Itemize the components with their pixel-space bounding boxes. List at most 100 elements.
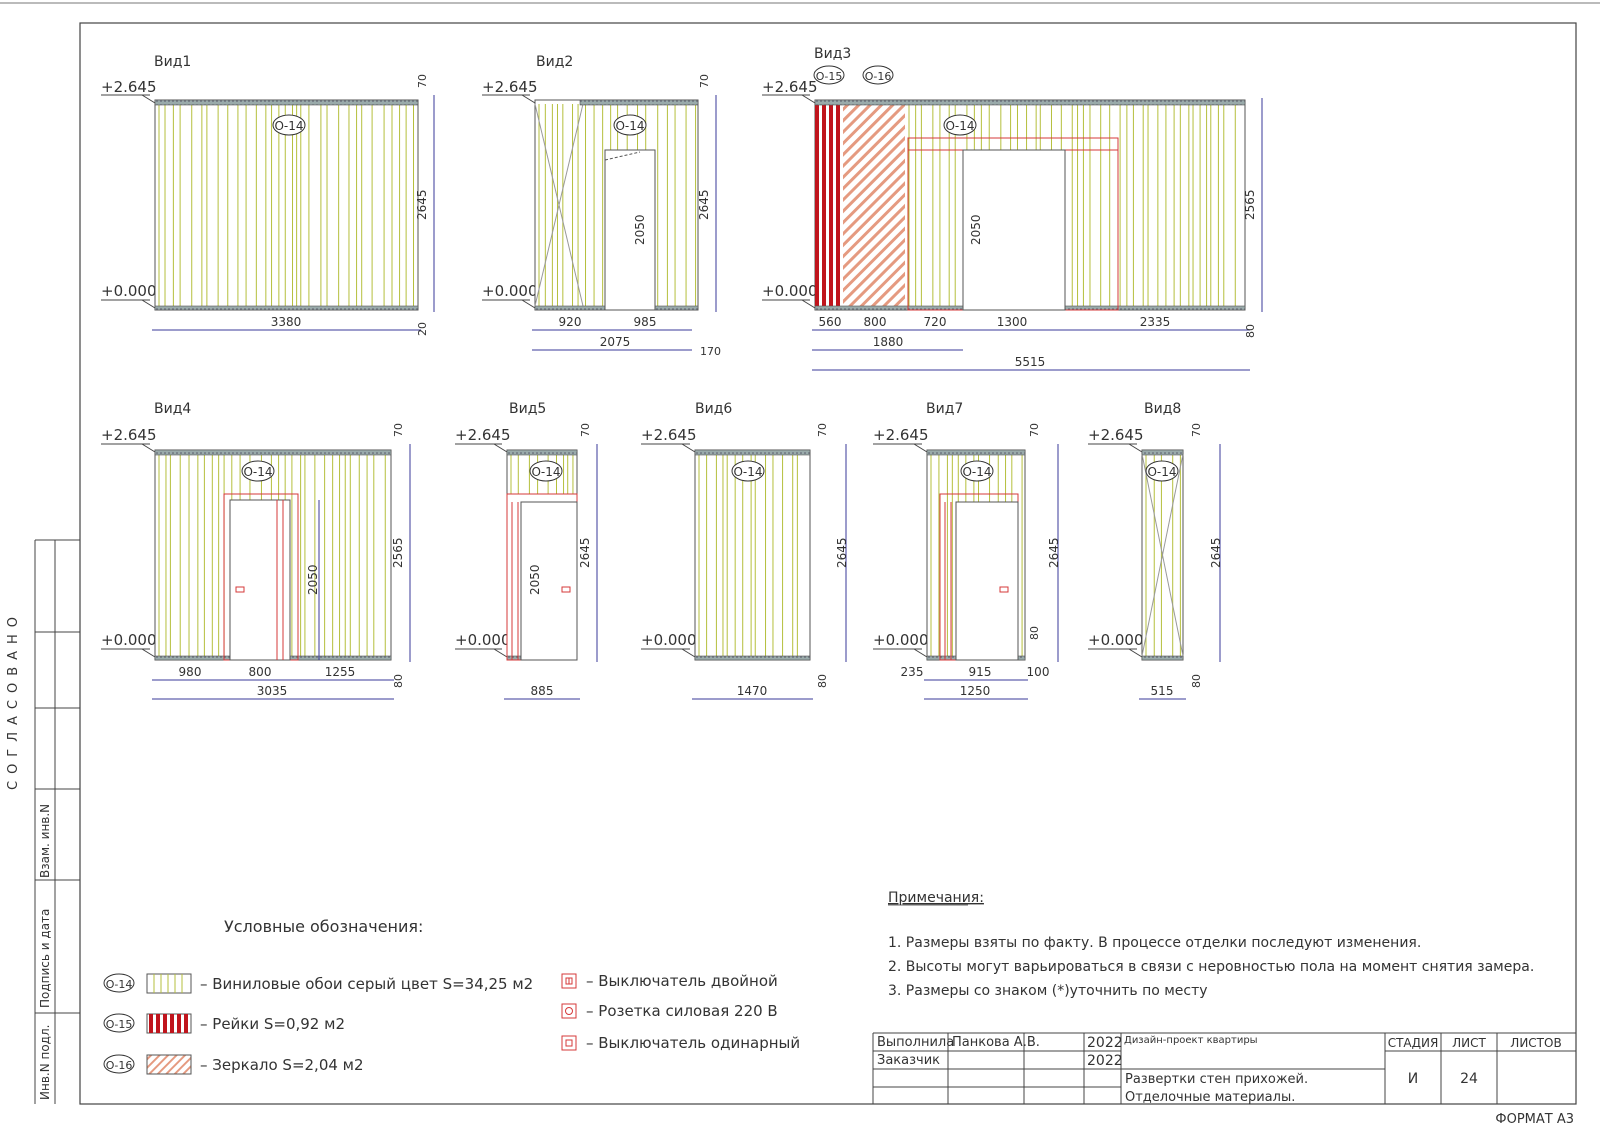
wall-6	[694, 449, 811, 661]
view-8-dim-right: 2645	[1209, 537, 1223, 568]
stamp-row1-year: 2022	[1087, 1035, 1123, 1051]
sheet-format: ФОРМАТ А3	[1495, 1112, 1574, 1127]
door-5	[520, 501, 578, 661]
stamp-header-stage: СТАДИЯ	[1388, 1036, 1439, 1050]
door-7	[955, 501, 1019, 661]
view-4-dim-2: 800	[249, 665, 272, 679]
stamp-row1-name: Панкова А.В.	[952, 1035, 1040, 1050]
side-cell-inv-orig: Инв.N подл.	[38, 1025, 52, 1100]
view-2-dim-total: 2075	[600, 335, 631, 349]
view-7-dim-2: 915	[969, 665, 992, 679]
wallpaper-stripes	[698, 454, 798, 656]
view-3-dim-total: 5515	[1015, 355, 1046, 369]
view-7: Вид7 +2.645 +0.000 О-14 235 915 100 1250…	[873, 401, 1061, 700]
view-5-tag: О-14	[531, 465, 560, 479]
view-2-dim-top: 70	[698, 74, 711, 88]
stamp-row2-label: Заказчик	[877, 1053, 940, 1068]
legend-symbol-single-switch: – Выключатель одинарный	[561, 1034, 800, 1052]
view-8-elev-top: +2.645	[1088, 426, 1144, 444]
wallpaper-stripes	[158, 104, 415, 306]
view-3-tag-mirror: О-16	[865, 70, 892, 83]
view-2-dim-2: 985	[634, 315, 657, 329]
view-3-dim-4: 1300	[997, 315, 1028, 329]
legend-item-mirror: О-16 – Зеркало S=2,04 м2	[103, 1054, 364, 1075]
agreed-label: СОГЛАСОВАНО	[6, 610, 21, 790]
view-4-dim-3: 1255	[325, 665, 356, 679]
door-3	[962, 149, 1066, 311]
stamp-sheet-title-1: Развертки стен прихожей.	[1125, 1072, 1308, 1087]
view-6-elev-top: +2.645	[641, 426, 697, 444]
view-3: Вид3 О-15 О-16 +2.645 +0.000 О-14 2050 5…	[762, 46, 1263, 371]
mirror-panel	[843, 104, 905, 306]
legend-symbol-double-switch: – Выключатель двойной	[561, 972, 778, 990]
legend: Условные обозначения: О-14 – Виниловые о…	[103, 917, 800, 1075]
legend-symbol-socket: – Розетка силовая 220 В	[561, 1002, 778, 1020]
legend-tag-slats: О-15	[106, 1018, 133, 1031]
view-3-tag-slats: О-15	[816, 70, 843, 83]
view-4-elev-top: +2.645	[101, 426, 157, 444]
stamp-row2-year: 2022	[1087, 1053, 1123, 1069]
view-7-dim-right: 2645	[1047, 537, 1061, 568]
stamp-header-sheet: ЛИСТ	[1452, 1036, 1486, 1050]
view-2-dim-right: 2645	[697, 189, 711, 220]
side-cell-replace-inv: Взам. инв.N	[38, 804, 52, 878]
view-5-dim-1: 885	[531, 684, 554, 698]
wallpaper-stripes	[1145, 454, 1181, 656]
legend-text-wallpaper: – Виниловые обои серый цвет S=34,25 м2	[200, 975, 533, 993]
view-6-title: Вид6	[695, 401, 732, 417]
view-2-title: Вид2	[536, 54, 573, 70]
view-4-tag: О-14	[243, 465, 272, 479]
view-1-dim-1: 3380	[271, 315, 302, 329]
stamp-project: Дизайн-проект квартиры	[1124, 1035, 1258, 1046]
view-3-dim-1: 560	[819, 315, 842, 329]
view-2-door-height: 2050	[633, 214, 647, 245]
view-3-dim-right: 2565	[1243, 189, 1257, 220]
title-block	[872, 1032, 1576, 1104]
view-6-elev-bottom: +0.000	[641, 631, 697, 649]
view-3-tag: О-14	[945, 119, 974, 133]
view-4-dim-right: 2565	[391, 537, 405, 568]
view-5: Вид5 +2.645 +0.000 О-14 2050 885 70 2645	[455, 401, 598, 700]
view-3-door-height: 2050	[969, 214, 983, 245]
single-switch-icon	[561, 1035, 577, 1051]
view-7-title: Вид7	[926, 401, 963, 417]
legend-title: Условные обозначения:	[224, 917, 423, 936]
stamp-sheet: 24	[1460, 1071, 1478, 1087]
view-2-elev-top: +2.645	[482, 78, 538, 96]
view-7-dim-top: 70	[1028, 423, 1041, 437]
view-1-dim-right: 2645	[415, 189, 429, 220]
stamp-sheet-title-2: Отделочные материалы.	[1125, 1090, 1295, 1105]
view-3-dim-2: 800	[864, 315, 887, 329]
view-5-title: Вид5	[509, 401, 546, 417]
sheet-frame	[79, 22, 1577, 1105]
legend-text-socket: – Розетка силовая 220 В	[586, 1002, 778, 1020]
slats-stripes	[815, 104, 840, 306]
view-3-dim-5: 2335	[1140, 315, 1171, 329]
view-7-tag: О-14	[962, 465, 991, 479]
view-7-elev-top: +2.645	[873, 426, 929, 444]
legend-text-slats: – Рейки S=0,92 м2	[200, 1015, 345, 1033]
door-4	[229, 499, 291, 661]
view-6-tag: О-14	[733, 465, 762, 479]
view-7-dim-total: 1250	[960, 684, 991, 698]
legend-swatch-slats	[149, 1014, 188, 1033]
view-7-elev-bottom: +0.000	[873, 631, 929, 649]
view-2-elev-bottom: +0.000	[482, 282, 538, 300]
view-4-dim-top: 70	[392, 423, 405, 437]
legend-item-slats: О-15 – Рейки S=0,92 м2	[103, 1013, 345, 1034]
view-1-elev-bottom: +0.000	[101, 282, 157, 300]
notes-item-1: 1. Размеры взяты по факту. В процессе от…	[888, 935, 1421, 951]
legend-text-mirror: – Зеркало S=2,04 м2	[200, 1056, 364, 1074]
view-3-elev-top: +2.645	[762, 78, 818, 96]
view-3-dim-3: 720	[924, 315, 947, 329]
view-4-dim-total: 3035	[257, 684, 288, 698]
view-1-dim-top: 70	[416, 74, 429, 88]
legend-text-single-switch: – Выключатель одинарный	[586, 1034, 800, 1052]
view-8-tag: О-14	[1147, 465, 1176, 479]
view-4-title: Вид4	[154, 401, 191, 417]
stamp-header-sheets: ЛИСТОВ	[1510, 1036, 1561, 1050]
view-6-dim-1: 1470	[737, 684, 768, 698]
view-1-title: Вид1	[154, 54, 191, 70]
notes-item-3: 3. Размеры со знаком (*)уточнить по мест…	[888, 983, 1208, 999]
view-4-door-height: 2050	[306, 564, 320, 595]
